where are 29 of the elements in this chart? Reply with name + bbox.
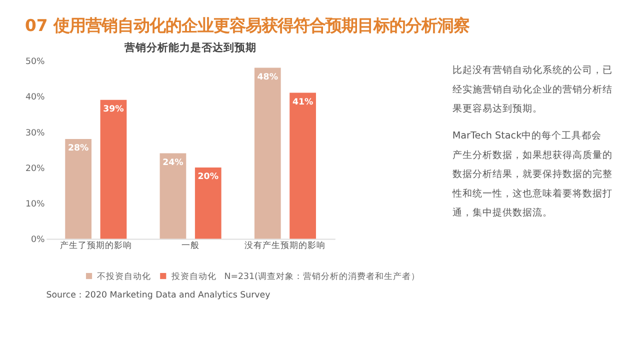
bar bbox=[65, 139, 92, 239]
data-label: 28% bbox=[68, 144, 89, 154]
data-label: 41% bbox=[292, 97, 314, 108]
bar bbox=[290, 92, 316, 239]
y-tick-label: 0% bbox=[31, 235, 45, 246]
legend-label: 不投资自动化 bbox=[97, 270, 152, 282]
bar bbox=[194, 168, 222, 239]
bar bbox=[160, 153, 186, 239]
y-tick-label: 20% bbox=[26, 164, 45, 174]
y-tick-label: 30% bbox=[26, 128, 45, 138]
x-tick-label: 产生了预期的影响 bbox=[60, 240, 132, 251]
x-tick-label: 一般 bbox=[182, 240, 200, 251]
data-label: 24% bbox=[162, 158, 184, 168]
data-label: 20% bbox=[198, 172, 219, 182]
x-tick-label: 没有产生预期的影响 bbox=[244, 240, 326, 251]
text: N=231(调查对象：营销分析的消费者和生产者） bbox=[224, 271, 420, 282]
bar bbox=[254, 68, 281, 239]
y-tick-label: 10% bbox=[26, 199, 45, 210]
text: MarTech Stack中的每个工具都会产生分析数据，如果想获得高质量的数据分析结果，就要保持数据的完整性和统一性，这也意味着要将数据打通，集中提供数据流。 bbox=[451, 130, 612, 219]
chart-subtitle: 营销分析能力是否达到预期 bbox=[124, 41, 257, 54]
data-label: 48% bbox=[257, 72, 278, 82]
bar bbox=[100, 100, 127, 239]
legend-label: 投资自动化 bbox=[170, 270, 216, 282]
y-tick-label: 40% bbox=[26, 92, 45, 103]
y-tick-label: 50% bbox=[26, 57, 45, 68]
source-note: Source：2020 Marketing Data and Analytics Survey bbox=[46, 290, 270, 300]
text: 比起没有营销自动化系统的公司，已经实施营销自动化企业的营销分析结果更容易达到预期。 bbox=[452, 64, 612, 115]
data-label: 39% bbox=[103, 104, 124, 114]
chart-title: 07 使用营销自动化的企业更容易获得符合预期目标的分析洞察 bbox=[25, 16, 470, 35]
